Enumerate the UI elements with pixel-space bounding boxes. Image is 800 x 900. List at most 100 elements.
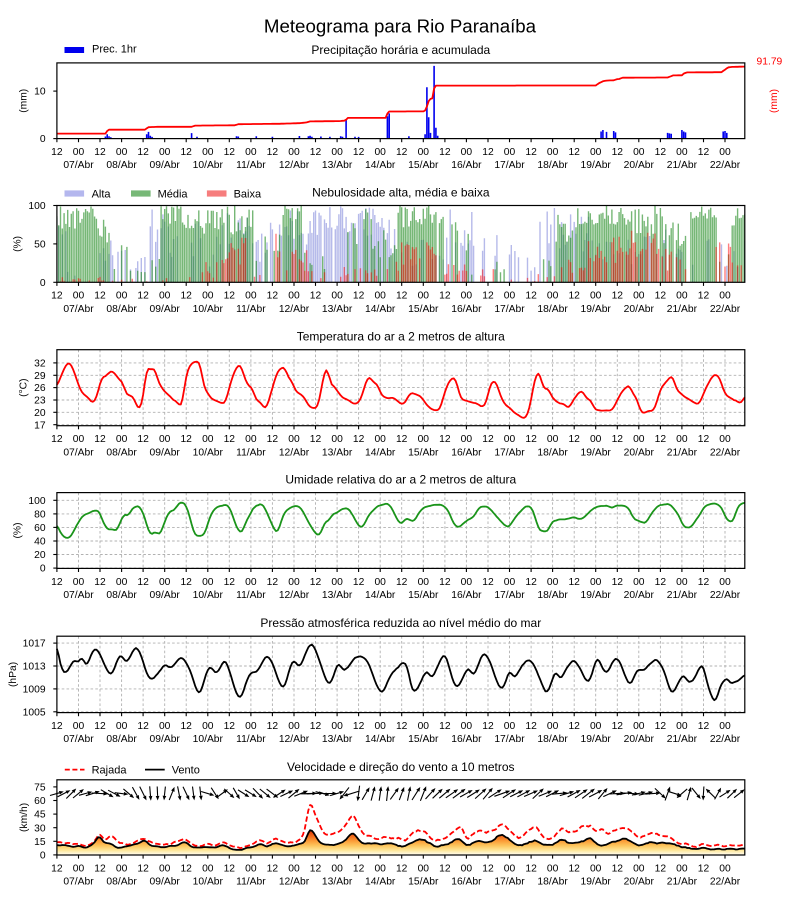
svg-text:10/Abr: 10/Abr [193,590,224,601]
svg-text:12: 12 [224,147,236,158]
svg-text:00: 00 [331,577,343,588]
svg-text:12: 12 [94,863,106,874]
svg-text:07/Abr: 07/Abr [63,877,94,888]
svg-text:29: 29 [34,371,46,382]
svg-text:30: 30 [34,823,46,834]
svg-text:12: 12 [482,434,494,445]
svg-text:00: 00 [590,577,602,588]
svg-text:00: 00 [116,863,128,874]
svg-text:12: 12 [310,434,322,445]
svg-text:12: 12 [180,863,192,874]
svg-text:00: 00 [633,863,645,874]
svg-text:16/Abr: 16/Abr [451,447,482,458]
svg-text:00: 00 [159,721,171,732]
svg-text:00: 00 [374,147,386,158]
svg-text:00: 00 [374,291,386,302]
svg-text:0: 0 [40,134,46,145]
svg-text:12: 12 [224,721,236,732]
svg-text:10/Abr: 10/Abr [193,160,224,171]
svg-text:00: 00 [676,863,688,874]
svg-text:20: 20 [34,550,46,561]
svg-text:1005: 1005 [23,707,46,718]
svg-text:00: 00 [418,147,430,158]
svg-text:00: 00 [504,577,516,588]
svg-text:12/Abr: 12/Abr [279,160,310,171]
svg-text:12: 12 [267,721,279,732]
svg-text:08/Abr: 08/Abr [106,590,137,601]
svg-text:00: 00 [245,721,257,732]
svg-text:17: 17 [34,420,46,431]
svg-text:12: 12 [568,291,580,302]
svg-text:00: 00 [590,434,602,445]
svg-text:00: 00 [159,147,171,158]
svg-text:10/Abr: 10/Abr [193,304,224,315]
svg-text:80: 80 [34,510,46,521]
svg-text:12: 12 [396,147,408,158]
svg-text:19/Abr: 19/Abr [581,160,612,171]
svg-text:Rajada: Rajada [92,765,128,777]
svg-text:00: 00 [547,147,559,158]
svg-text:12: 12 [180,147,192,158]
svg-text:23: 23 [34,396,46,407]
svg-text:13/Abr: 13/Abr [322,447,353,458]
svg-text:12: 12 [698,721,710,732]
svg-text:00: 00 [374,721,386,732]
svg-text:14/Abr: 14/Abr [365,304,396,315]
svg-text:12: 12 [137,863,149,874]
svg-text:00: 00 [116,147,128,158]
svg-text:00: 00 [418,863,430,874]
svg-text:0: 0 [40,851,46,862]
svg-text:00: 00 [288,434,300,445]
svg-text:00: 00 [547,863,559,874]
svg-text:00: 00 [288,721,300,732]
svg-text:00: 00 [73,863,85,874]
svg-text:12: 12 [353,434,365,445]
svg-text:22/Abr: 22/Abr [710,304,741,315]
svg-text:Nebulosidade alta, média e bai: Nebulosidade alta, média e baixa [312,186,490,200]
svg-text:12: 12 [439,721,451,732]
svg-text:14/Abr: 14/Abr [365,160,396,171]
svg-text:00: 00 [676,147,688,158]
svg-text:00: 00 [73,147,85,158]
svg-text:60: 60 [34,796,46,807]
svg-text:12: 12 [51,863,63,874]
svg-text:18/Abr: 18/Abr [537,160,568,171]
svg-text:12: 12 [482,863,494,874]
svg-text:08/Abr: 08/Abr [106,304,137,315]
svg-text:00: 00 [504,863,516,874]
svg-text:00: 00 [547,577,559,588]
svg-text:15/Abr: 15/Abr [408,447,439,458]
svg-text:00: 00 [633,434,645,445]
svg-text:16/Abr: 16/Abr [451,734,482,745]
svg-text:22/Abr: 22/Abr [710,877,741,888]
svg-text:15/Abr: 15/Abr [408,590,439,601]
svg-text:00: 00 [159,434,171,445]
svg-text:11/Abr: 11/Abr [236,304,266,315]
svg-text:12: 12 [310,291,322,302]
svg-text:11/Abr: 11/Abr [236,734,266,745]
svg-text:Média: Média [158,188,189,200]
svg-text:12: 12 [224,577,236,588]
svg-text:12: 12 [353,291,365,302]
svg-text:12: 12 [137,434,149,445]
svg-text:12: 12 [396,577,408,588]
svg-text:00: 00 [202,291,214,302]
svg-text:15/Abr: 15/Abr [408,734,439,745]
svg-text:00: 00 [159,577,171,588]
svg-text:12: 12 [482,291,494,302]
svg-text:12: 12 [612,863,624,874]
svg-text:00: 00 [418,721,430,732]
svg-text:00: 00 [719,863,731,874]
svg-text:07/Abr: 07/Abr [63,304,94,315]
svg-text:00: 00 [202,147,214,158]
svg-text:14/Abr: 14/Abr [365,447,396,458]
svg-text:11/Abr: 11/Abr [236,590,266,601]
svg-text:1017: 1017 [23,639,46,650]
svg-text:21/Abr: 21/Abr [667,877,698,888]
svg-text:12: 12 [482,577,494,588]
svg-text:00: 00 [331,291,343,302]
svg-text:07/Abr: 07/Abr [63,590,94,601]
svg-text:09/Abr: 09/Abr [150,590,181,601]
svg-text:22/Abr: 22/Abr [710,160,741,171]
svg-text:12: 12 [94,721,106,732]
